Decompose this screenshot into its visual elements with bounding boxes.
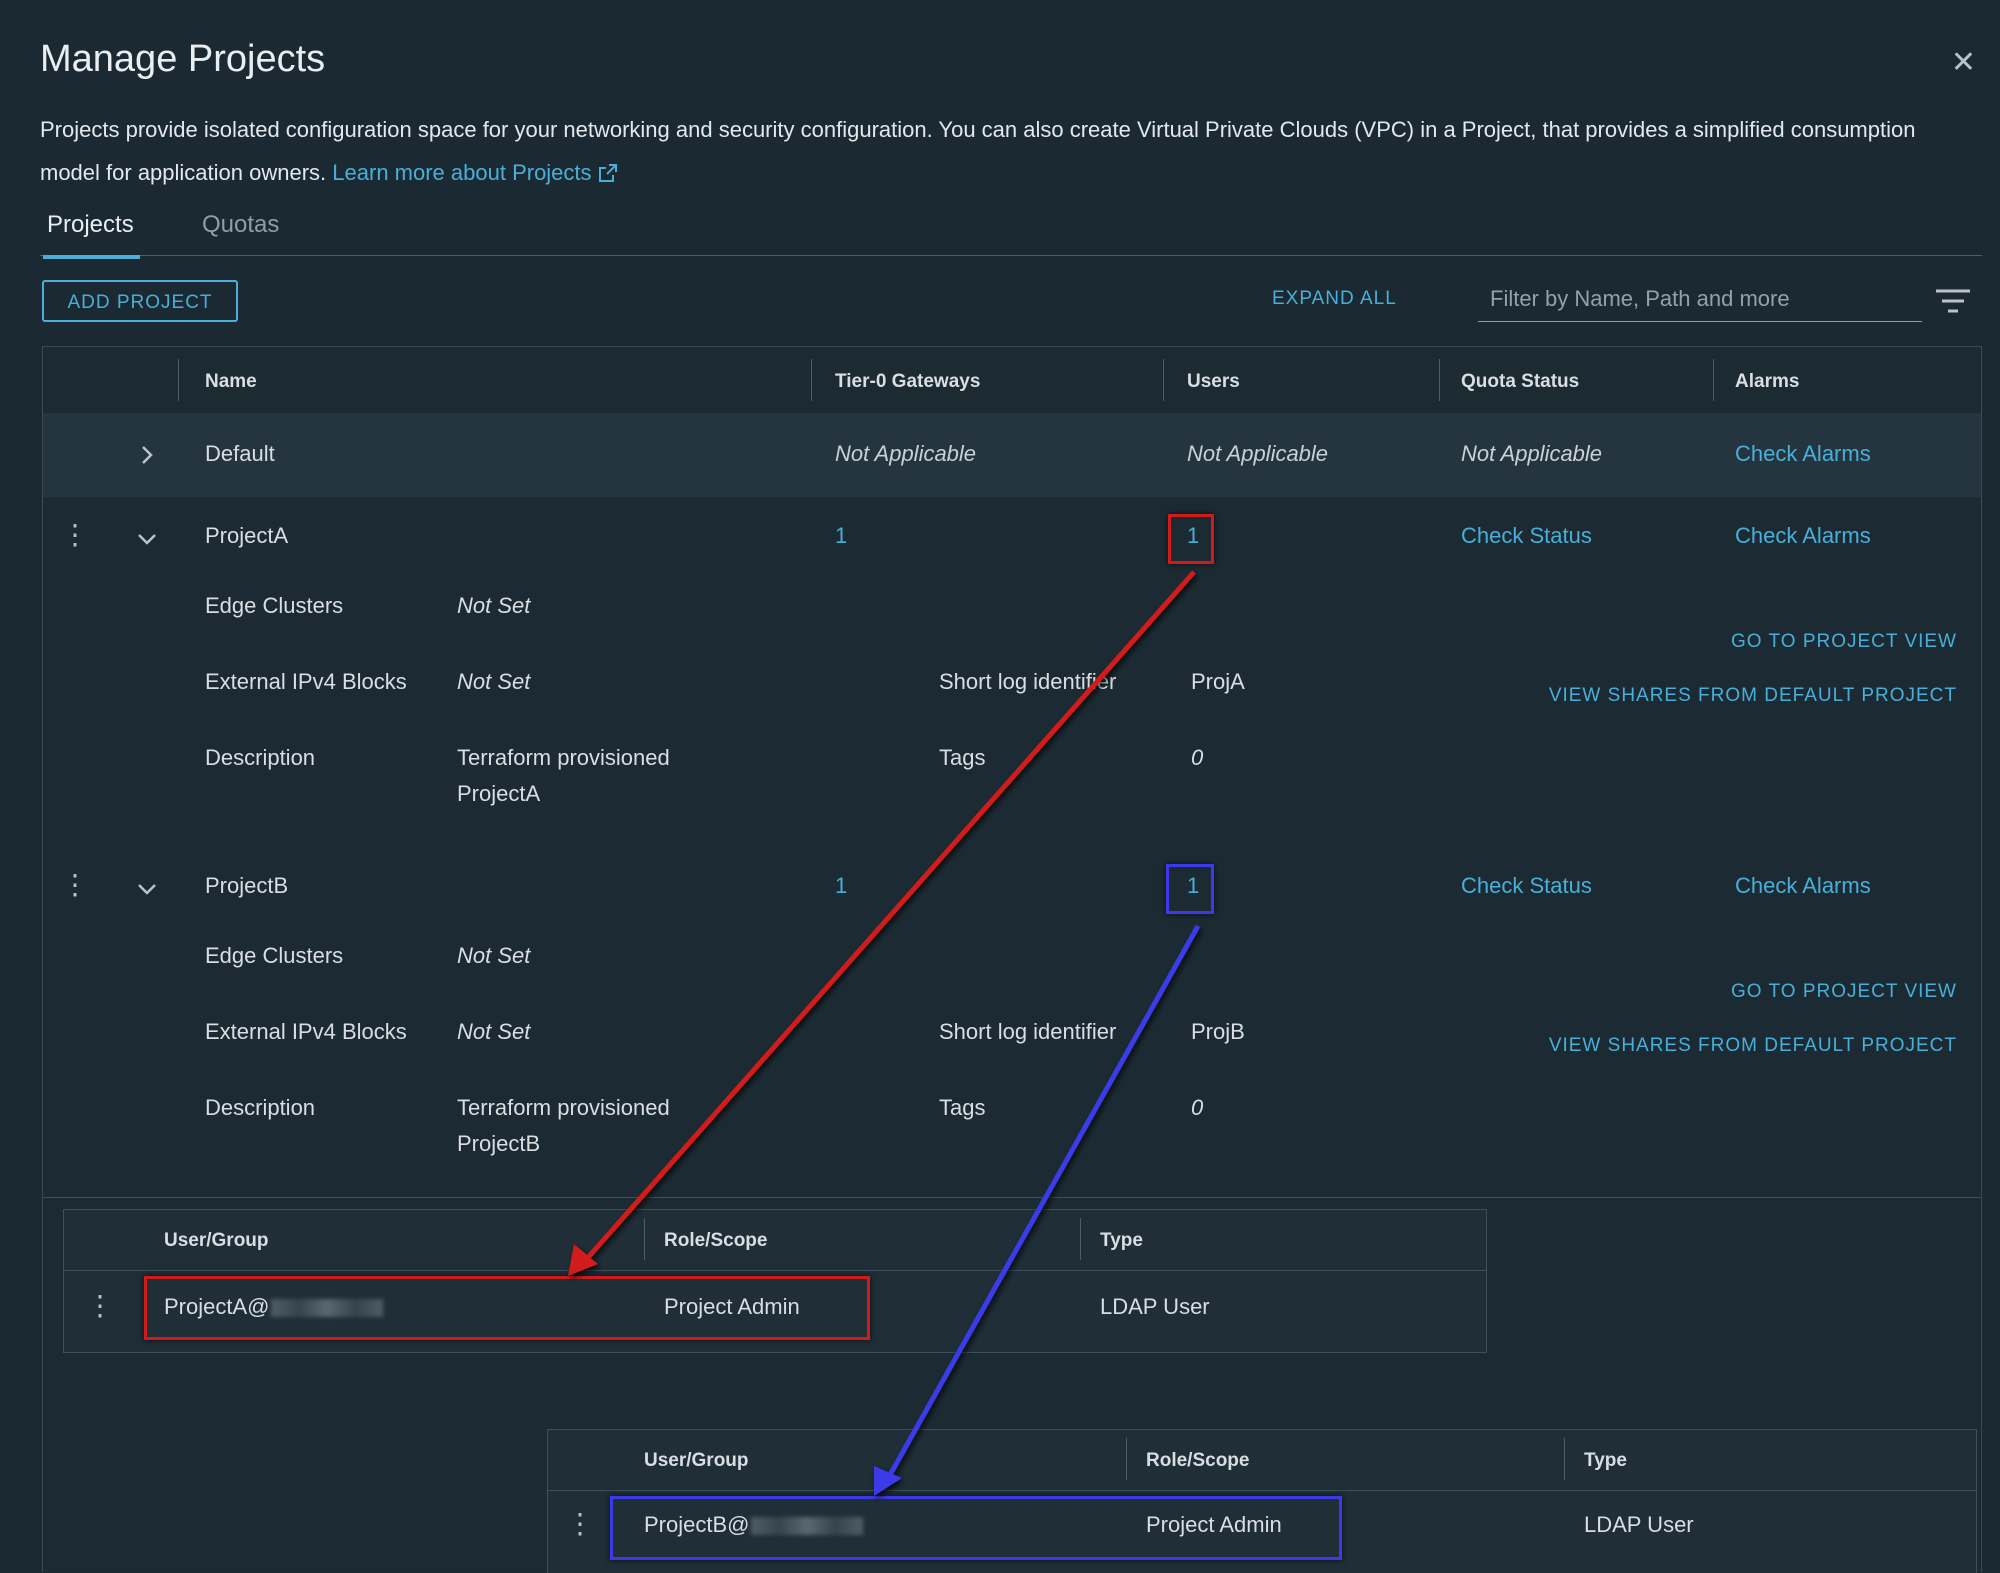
external-link-icon — [598, 164, 617, 182]
tier0-count-link[interactable]: 1 — [835, 873, 848, 898]
check-alarms-link[interactable]: Check Alarms — [1735, 873, 1871, 898]
col-user-group[interactable]: User/Group — [644, 1450, 749, 1471]
chevron-down-icon[interactable] — [135, 877, 159, 901]
tier0-value: Not Applicable — [835, 441, 977, 466]
tags-value: 0 — [1191, 745, 1204, 770]
dialog-description: Projects provide isolated configuration … — [40, 108, 1950, 194]
go-to-project-view-button[interactable]: GO TO PROJECT VIEW — [1731, 981, 1957, 1002]
col-name[interactable]: Name — [205, 371, 257, 392]
expand-all-button[interactable]: EXPAND ALL — [1272, 288, 1397, 309]
chevron-right-icon[interactable] — [135, 443, 159, 467]
learn-more-link[interactable]: Learn more about Projects — [332, 160, 617, 185]
annotation-box-projecta-user-row — [144, 1276, 870, 1340]
ipv4-blocks-label: External IPv4 Blocks — [205, 669, 407, 694]
tags-label: Tags — [939, 1095, 986, 1120]
col-users[interactable]: Users — [1187, 371, 1240, 392]
col-role-scope[interactable]: Role/Scope — [1146, 1450, 1250, 1471]
tags-value: 0 — [1191, 1095, 1204, 1120]
red-arrow — [582, 570, 1196, 1264]
col-type[interactable]: Type — [1100, 1230, 1143, 1251]
col-role-scope[interactable]: Role/Scope — [664, 1230, 768, 1251]
ipv4-blocks-value: Not Set — [457, 669, 531, 694]
quota-value: Not Applicable — [1461, 441, 1603, 466]
ipv4-blocks-value: Not Set — [457, 1019, 531, 1044]
tab-quotas[interactable]: Quotas — [202, 211, 280, 238]
check-status-link[interactable]: Check Status — [1461, 873, 1592, 898]
edge-clusters-label: Edge Clusters — [205, 943, 344, 968]
project-name: ProjectB — [205, 873, 289, 898]
annotation-box-projecta-users — [1168, 514, 1214, 564]
table-row-projectb: ⋮ ProjectB 1 1 Check Status Check Alarms… — [43, 847, 1981, 1198]
short-log-label: Short log identifier — [939, 1019, 1117, 1044]
col-type[interactable]: Type — [1584, 1450, 1627, 1471]
description-label: Description — [205, 1095, 316, 1120]
project-name: Default — [205, 441, 275, 466]
tab-projects[interactable]: Projects — [43, 211, 140, 259]
view-shares-button[interactable]: VIEW SHARES FROM DEFAULT PROJECT — [1548, 685, 1957, 706]
users-count-link[interactable]: 1 — [1187, 523, 1200, 548]
annotation-box-projectb-user-row — [610, 1496, 1342, 1560]
row-actions-icon[interactable]: ⋮ — [86, 1290, 114, 1321]
blue-arrowhead — [874, 1466, 902, 1496]
row-actions-icon[interactable]: ⋮ — [566, 1508, 594, 1539]
tier0-count-link[interactable]: 1 — [835, 523, 848, 548]
description-value-line1: Terraform provisioned — [457, 1095, 670, 1120]
users-table-projectb: User/Group Role/Scope Type ⋮ ProjectB@ P… — [547, 1429, 1977, 1573]
description-label: Description — [205, 745, 316, 770]
close-icon[interactable]: ✕ — [1950, 46, 1976, 79]
user-group-value: ProjectA@ — [164, 1294, 384, 1320]
tags-label: Tags — [939, 745, 986, 770]
chevron-down-icon[interactable] — [135, 527, 159, 551]
col-tier0[interactable]: Tier-0 Gateways — [835, 371, 981, 392]
row-actions-icon[interactable]: ⋮ — [61, 869, 89, 900]
type-value: LDAP User — [1584, 1512, 1694, 1537]
blue-arrow — [883, 924, 1201, 1484]
edge-clusters-value: Not Set — [457, 593, 531, 618]
user-group-value: ProjectB@ — [644, 1512, 864, 1538]
description-text: Projects provide isolated configuration … — [40, 117, 1916, 185]
description-value-line1: Terraform provisioned — [457, 745, 670, 770]
description-value-line2: ProjectA — [457, 781, 541, 806]
role-scope-value: Project Admin — [664, 1294, 800, 1319]
tab-bar: Projects Quotas — [40, 205, 1982, 259]
add-project-button[interactable]: ADD PROJECT — [42, 280, 238, 322]
annotation-box-projectb-users — [1166, 864, 1214, 914]
description-value-line2: ProjectB — [457, 1131, 541, 1156]
edge-clusters-value: Not Set — [457, 943, 531, 968]
edge-clusters-label: Edge Clusters — [205, 593, 344, 618]
red-arrowhead — [568, 1244, 598, 1276]
col-alarms[interactable]: Alarms — [1735, 371, 1800, 392]
check-alarms-link[interactable]: Check Alarms — [1735, 523, 1871, 548]
ipv4-blocks-label: External IPv4 Blocks — [205, 1019, 407, 1044]
table-row-projecta: ⋮ ProjectA 1 1 Check Status Check Alarms… — [43, 497, 1981, 848]
filter-icon[interactable] — [1934, 288, 1972, 314]
go-to-project-view-button[interactable]: GO TO PROJECT VIEW — [1731, 631, 1957, 652]
short-log-value: ProjB — [1191, 1019, 1245, 1044]
short-log-value: ProjA — [1191, 669, 1245, 694]
users-value: Not Applicable — [1187, 441, 1329, 466]
col-user-group[interactable]: User/Group — [164, 1230, 269, 1251]
learn-more-label: Learn more about Projects — [332, 160, 592, 185]
type-value: LDAP User — [1100, 1294, 1210, 1319]
view-shares-button[interactable]: VIEW SHARES FROM DEFAULT PROJECT — [1548, 1035, 1957, 1056]
row-actions-icon[interactable]: ⋮ — [61, 519, 89, 550]
check-alarms-link[interactable]: Check Alarms — [1735, 441, 1871, 466]
role-scope-value: Project Admin — [1146, 1512, 1282, 1537]
projects-grid: Name Tier-0 Gateways Users Quota Status … — [42, 346, 1982, 1573]
grid-header: Name Tier-0 Gateways Users Quota Status … — [43, 347, 1981, 414]
check-status-link[interactable]: Check Status — [1461, 523, 1592, 548]
col-quota-status[interactable]: Quota Status — [1461, 371, 1580, 392]
users-count-link[interactable]: 1 — [1187, 873, 1200, 898]
project-name: ProjectA — [205, 523, 289, 548]
dialog-title: Manage Projects — [40, 38, 326, 80]
users-table-projecta: User/Group Role/Scope Type ⋮ ProjectA@ P… — [63, 1209, 1487, 1353]
filter-input[interactable]: Filter by Name, Path and more — [1478, 278, 1922, 322]
